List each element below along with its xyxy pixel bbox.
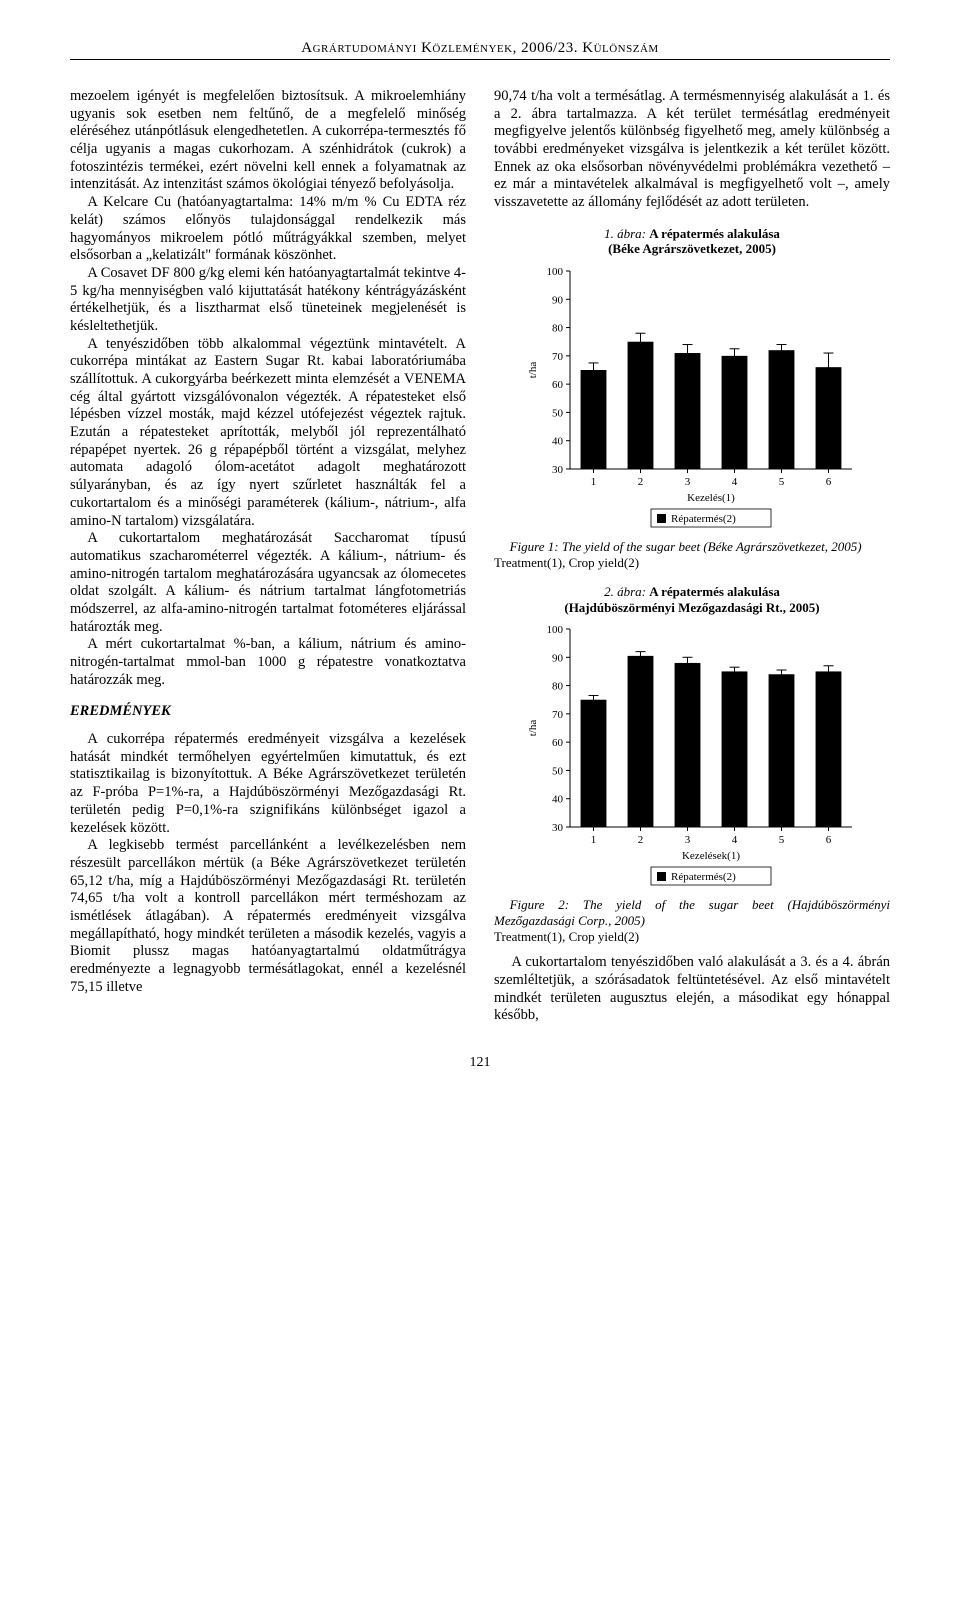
svg-text:2: 2 — [638, 476, 644, 488]
svg-text:6: 6 — [826, 476, 832, 488]
para: A cukortartalom tenyészidőben való alaku… — [494, 954, 890, 1025]
svg-text:1: 1 — [591, 834, 597, 846]
svg-text:50: 50 — [552, 407, 564, 419]
para: A legkisebb termést parcellánként a levé… — [70, 837, 466, 996]
svg-text:90: 90 — [552, 294, 564, 306]
para: A mért cukortartalmat %-ban, a kálium, n… — [70, 636, 466, 689]
svg-text:3: 3 — [685, 834, 691, 846]
svg-text:Répatermés(2): Répatermés(2) — [671, 871, 736, 883]
svg-text:50: 50 — [552, 766, 564, 778]
svg-text:5: 5 — [779, 834, 785, 846]
figure1-title: 1. ábra: A répatermés alakulása (Béke Ag… — [494, 226, 890, 257]
svg-text:80: 80 — [552, 681, 564, 693]
para: A cukortartalom meghatározását Saccharom… — [70, 530, 466, 636]
svg-text:1: 1 — [591, 476, 597, 488]
figure1-title-bold: A répatermés alakulása — [649, 226, 780, 241]
svg-text:Kezelés(1): Kezelés(1) — [687, 492, 735, 504]
para: mezoelem igényét is megfelelően biztosít… — [70, 88, 466, 194]
right-column: 90,74 t/ha volt a termésátlag. A termésm… — [494, 88, 890, 1025]
svg-text:4: 4 — [732, 476, 738, 488]
figure2-title-bold: A répatermés alakulása — [649, 584, 780, 599]
two-column-layout: mezoelem igényét is megfelelően biztosít… — [70, 88, 890, 1025]
svg-text:100: 100 — [547, 624, 564, 636]
svg-text:3: 3 — [685, 476, 691, 488]
figure2-label: 2. ábra: — [604, 584, 646, 599]
svg-text:Répatermés(2): Répatermés(2) — [671, 513, 736, 525]
svg-text:40: 40 — [552, 794, 564, 806]
svg-text:30: 30 — [552, 822, 564, 834]
figure1-subcaption: Treatment(1), Crop yield(2) — [494, 555, 890, 571]
section-heading: EREDMÉNYEK — [70, 703, 466, 721]
svg-text:30: 30 — [552, 464, 564, 476]
svg-text:t/ha: t/ha — [527, 362, 539, 379]
figure1-title-sub: (Béke Agrárszövetkezet, 2005) — [608, 241, 776, 256]
page-number: 121 — [70, 1055, 890, 1071]
svg-text:100: 100 — [547, 266, 564, 278]
svg-text:70: 70 — [552, 709, 564, 721]
para: 90,74 t/ha volt a termésátlag. A termésm… — [494, 88, 890, 212]
para: A Kelcare Cu (hatóanyagtartalma: 14% m/m… — [70, 194, 466, 265]
svg-text:t/ha: t/ha — [527, 720, 539, 737]
figure2-title-sub: (Hajdúböszörményi Mezőgazdasági Rt., 200… — [564, 600, 819, 615]
para: A cukorrépa répatermés eredményeit vizsg… — [70, 731, 466, 837]
svg-text:80: 80 — [552, 323, 564, 335]
svg-text:6: 6 — [826, 834, 832, 846]
left-column: mezoelem igényét is megfelelően biztosít… — [70, 88, 466, 1025]
svg-text:4: 4 — [732, 834, 738, 846]
running-head: Agrártudományi Közlemények, 2006/23. Kül… — [70, 40, 890, 60]
para: A Cosavet DF 800 g/kg elemi kén hatóanya… — [70, 265, 466, 336]
svg-text:70: 70 — [552, 351, 564, 363]
figure2-title: 2. ábra: A répatermés alakulása (Hajdúbö… — [494, 584, 890, 615]
figure2-subcaption: Treatment(1), Crop yield(2) — [494, 929, 890, 945]
svg-text:60: 60 — [552, 738, 564, 750]
svg-text:60: 60 — [552, 379, 564, 391]
figure1-label: 1. ábra: — [604, 226, 646, 241]
figure2-caption: Figure 2: The yield of the sugar beet (H… — [494, 897, 890, 928]
svg-text:5: 5 — [779, 476, 785, 488]
figure2-chart: 30 40 50 60 70 80 90 100 t/ha 1 2 3 4 5 6 Kezelések(1) R… — [494, 621, 890, 891]
para: A tenyészidőben több alkalommal végeztün… — [70, 336, 466, 531]
figure1-caption: Figure 1: The yield of the sugar beet (B… — [494, 539, 890, 555]
svg-text:90: 90 — [552, 653, 564, 665]
svg-text:40: 40 — [552, 436, 564, 448]
figure1-chart: 30 40 50 60 70 80 90 100 t/ha 1 2 3 4 5 6 Kezelés(1) Rép… — [494, 263, 890, 533]
svg-text:Kezelések(1): Kezelések(1) — [682, 850, 740, 862]
svg-text:2: 2 — [638, 834, 644, 846]
